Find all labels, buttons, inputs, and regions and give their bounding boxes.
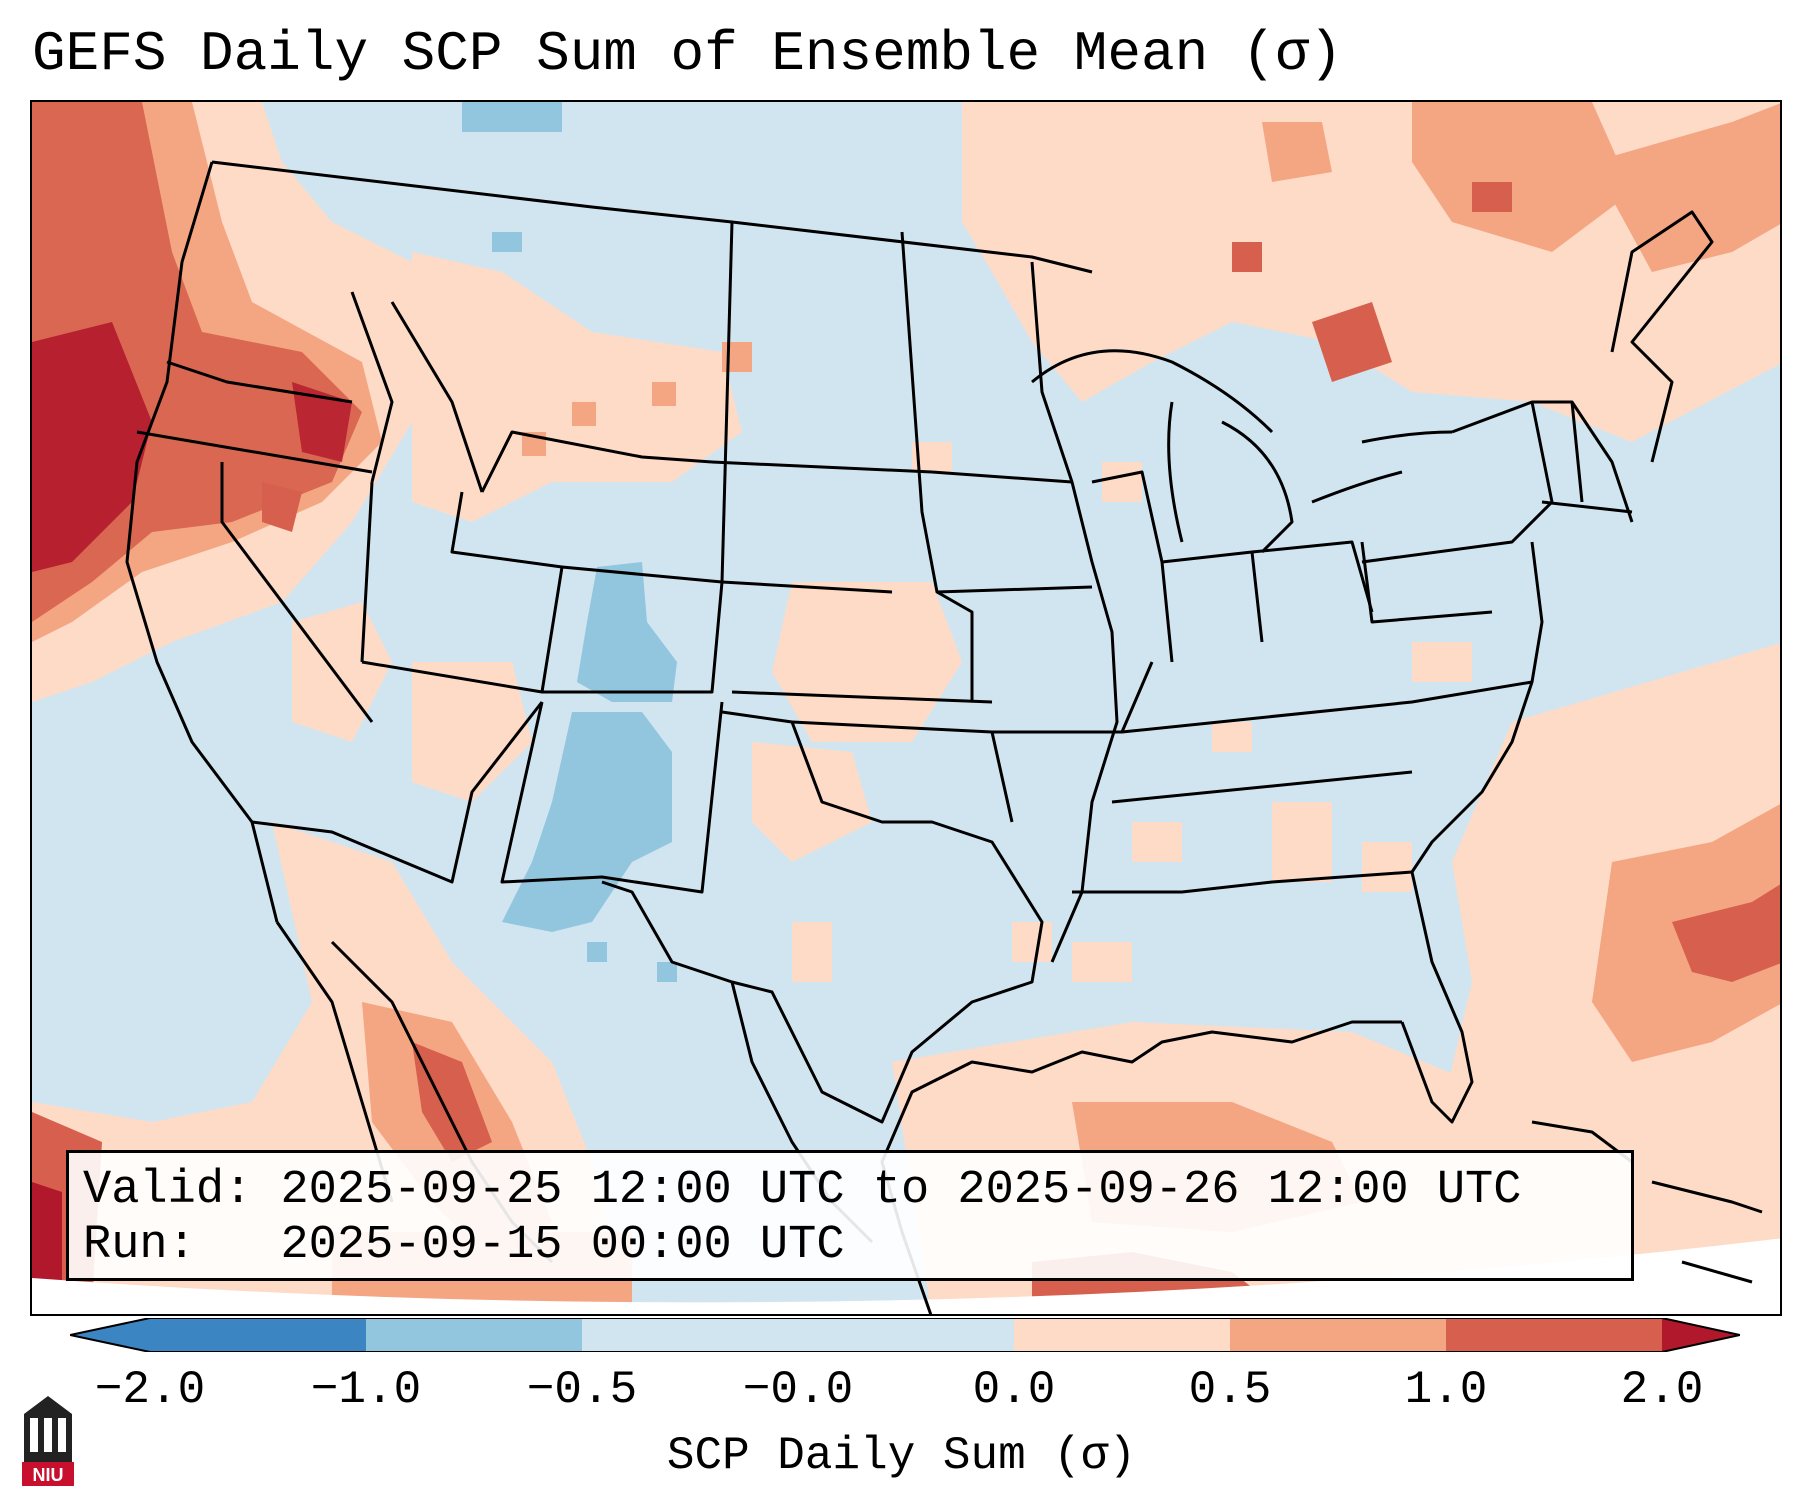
colorbar-tick: 2.0 — [1620, 1364, 1704, 1416]
colorbar-extension-high — [1662, 1318, 1740, 1352]
colorbar-tick: 0.0 — [972, 1364, 1056, 1416]
colorbar-tick: −2.0 — [94, 1364, 206, 1416]
valid-time-box: Valid: 2025-09-25 12:00 UTC to 2025-09-2… — [66, 1150, 1634, 1281]
boundary-lines — [125, 160, 1763, 1314]
colorbar-label: SCP Daily Sum (σ) — [666, 1430, 1137, 1482]
colorbar-tick: −1.0 — [310, 1364, 422, 1416]
colorbar-segment — [1230, 1318, 1446, 1352]
colorbar-segment — [366, 1318, 582, 1352]
colorbar-extension-low — [70, 1318, 150, 1352]
colorbar-tick: −0.0 — [742, 1364, 854, 1416]
anomaly-speckles — [792, 442, 1472, 982]
colorbar-segment — [1446, 1318, 1662, 1352]
run-label: Run: — [83, 1219, 196, 1272]
valid-value: 2025-09-25 12:00 UTC to 2025-09-26 12:00… — [280, 1164, 1522, 1217]
colorbar-tick: 1.0 — [1404, 1364, 1488, 1416]
valid-label: Valid: — [83, 1164, 253, 1217]
map-panel — [30, 100, 1782, 1316]
colorbar-segment — [798, 1318, 1014, 1352]
niu-logo-icon: NIU — [22, 1396, 74, 1486]
colorbar — [70, 1318, 1740, 1352]
colorbar-segment — [582, 1318, 798, 1352]
run-value: 2025-09-15 00:00 UTC — [280, 1219, 845, 1272]
projection-edge — [32, 1238, 1780, 1314]
map-canvas — [32, 102, 1780, 1314]
run-line: Run: 2025-09-15 00:00 UTC — [83, 1218, 1617, 1273]
colorbar-tick: −0.5 — [526, 1364, 638, 1416]
anomaly-region-northern-rockies — [292, 252, 962, 862]
anomaly-region-southern-rockies-negative — [462, 102, 677, 982]
colorbar-segment — [150, 1318, 366, 1352]
colorbar-tick: 0.5 — [1188, 1364, 1272, 1416]
chart-title: GEFS Daily SCP Sum of Ensemble Mean (σ) — [32, 22, 1343, 86]
anomaly-region-northeast — [962, 102, 1780, 442]
valid-line: Valid: 2025-09-25 12:00 UTC to 2025-09-2… — [83, 1163, 1617, 1218]
colorbar-segment — [1014, 1318, 1230, 1352]
logo-text: NIU — [33, 1465, 64, 1485]
